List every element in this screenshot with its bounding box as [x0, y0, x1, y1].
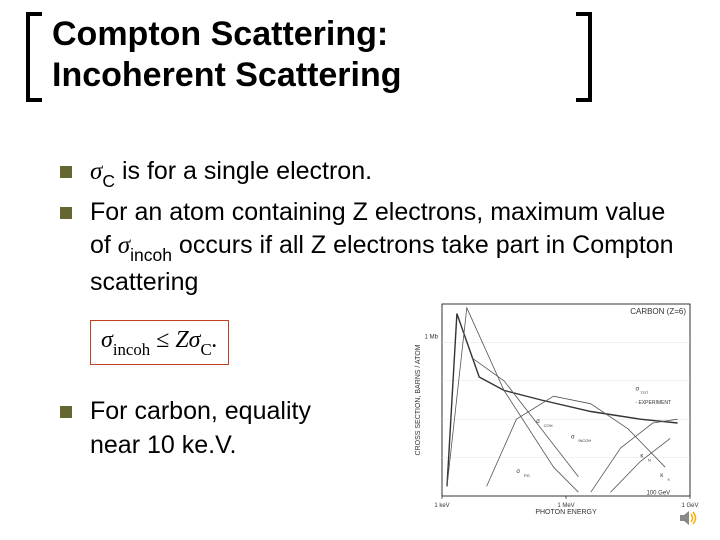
svg-text:1 keV: 1 keV — [434, 503, 449, 509]
bullet-1-text: σC is for a single electron. — [90, 155, 372, 192]
bullet-1: σC is for a single electron. — [60, 155, 690, 192]
bullet-2-text: For an atom containing Z electrons, maxi… — [90, 196, 690, 300]
svg-text:1 MeV: 1 MeV — [557, 503, 574, 509]
svg-text:INCOH: INCOH — [578, 438, 591, 443]
svg-text:CROSS SECTION, BARNS / ATOM: CROSS SECTION, BARNS / ATOM — [415, 344, 422, 455]
bullet-3-line2: near 10 ke.V. — [90, 431, 236, 459]
bullet-3-line1: For carbon, equality — [90, 397, 311, 425]
svg-text:σ: σ — [635, 386, 639, 392]
formula-text: σincoh ≤ ZσC. — [101, 327, 218, 353]
title-bracket-right — [576, 12, 592, 102]
slide-title-block: Compton Scattering: Incoherent Scatterin… — [40, 10, 620, 100]
bullet-icon — [60, 406, 72, 418]
formula-box: σincoh ≤ ZσC. — [90, 320, 229, 365]
svg-text:σ: σ — [571, 434, 575, 440]
svg-text:σ: σ — [516, 469, 520, 475]
svg-text:PHOTON ENERGY: PHOTON ENERGY — [535, 509, 597, 516]
svg-text:100 GeV: 100 GeV — [646, 490, 670, 496]
svg-text:COH: COH — [544, 423, 553, 428]
title-line1: Compton Scattering: — [52, 15, 388, 53]
bullet-3-block: For carbon, equality near 10 ke.V. — [60, 395, 400, 467]
svg-text:P.E.: P.E. — [524, 473, 531, 478]
svg-text:1 Mb: 1 Mb — [425, 335, 439, 341]
bullet-icon — [60, 166, 72, 178]
slide-title: Compton Scattering: Incoherent Scatterin… — [40, 10, 620, 100]
bullet-icon — [60, 207, 72, 219]
svg-text:CARBON (Z=6): CARBON (Z=6) — [630, 307, 686, 316]
bullet-3-text: For carbon, equality near 10 ke.V. — [90, 395, 311, 463]
title-line2: Incoherent Scattering — [52, 56, 402, 94]
svg-text:N: N — [648, 457, 651, 462]
chart-svg: CARBON (Z=6) CROSS SECTION, BARNS / ATOM P… — [410, 290, 700, 520]
cross-section-chart: CARBON (Z=6) CROSS SECTION, BARNS / ATOM P… — [410, 290, 700, 520]
bullet-3: For carbon, equality near 10 ke.V. — [60, 395, 400, 463]
svg-text:TOT: TOT — [640, 390, 648, 395]
svg-text:σ: σ — [536, 419, 540, 425]
sound-icon — [678, 508, 700, 528]
bullet-2: For an atom containing Z electrons, maxi… — [60, 196, 690, 300]
title-bracket-left — [26, 12, 42, 102]
svg-text:- EXPERIMENT: - EXPERIMENT — [635, 400, 671, 406]
content-area: σC is for a single electron. For an atom… — [60, 155, 690, 304]
